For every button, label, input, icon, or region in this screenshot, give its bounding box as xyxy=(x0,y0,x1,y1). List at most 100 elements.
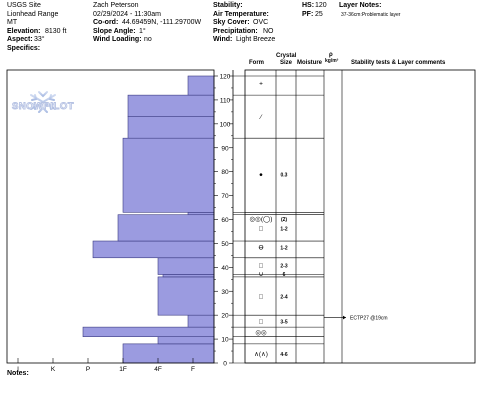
y-tick-label-80: 80 xyxy=(221,169,229,176)
crystal-header: Crystal xyxy=(276,53,297,59)
specifics-label: Specifics: xyxy=(7,44,41,52)
observer-name: Zach Peterson xyxy=(93,2,139,9)
y-tick-label-60: 60 xyxy=(221,217,229,224)
grain-size-2: 0.3 xyxy=(281,173,288,179)
hs-label: HS: xyxy=(302,2,315,9)
hardness-bar-6 xyxy=(157,257,215,275)
coord-label: Co-ord: xyxy=(93,19,119,26)
y-tick-label-110: 110 xyxy=(220,97,231,104)
grain-size-7: 6 xyxy=(283,272,286,278)
hardness-bar-2 xyxy=(82,326,215,337)
grain-size-9: 3-5 xyxy=(280,320,287,326)
y-tick-label-10: 10 xyxy=(221,337,229,344)
hardness-bar-12 xyxy=(127,94,215,117)
arrow-icon xyxy=(343,315,346,320)
wind-value: Light Breeze xyxy=(236,36,276,43)
coord-value: 44.69459N, -111.29700W xyxy=(122,19,202,26)
y-tick-label-90: 90 xyxy=(221,145,229,152)
hardness-bar-0 xyxy=(122,343,215,364)
y-tick-label-120: 120 xyxy=(220,74,231,81)
grain-size-8: 2-4 xyxy=(280,295,287,301)
air-temp-label: Air Temperature: xyxy=(213,10,269,18)
y-tick-label-70: 70 xyxy=(221,193,229,200)
grain-form-2: ● xyxy=(259,172,263,179)
observation-datetime: 02/29/2024 - 11:30am xyxy=(93,10,161,18)
y-tick-label-20: 20 xyxy=(221,313,229,320)
site-state: MT xyxy=(7,19,18,26)
hardness-bar-10 xyxy=(122,137,215,213)
hardness-bar-9 xyxy=(187,212,215,216)
hardness-tick-label-4F: 4F xyxy=(154,366,162,373)
hardness-tick-label-P: P xyxy=(86,366,90,373)
test-result-0: ECTP27 @19cm xyxy=(350,315,388,321)
hardness-bar-3 xyxy=(187,314,215,328)
sky-cover-value: OVC xyxy=(253,19,269,26)
grain-form-6: □ xyxy=(259,262,263,269)
grain-size-3: (2) xyxy=(281,217,287,223)
hardness-axis: I K P 1F 4F F xyxy=(17,358,195,373)
grain-form-0: + xyxy=(259,81,263,88)
grain-size-5: 1-2 xyxy=(280,246,287,252)
hardness-bar-8 xyxy=(117,214,215,242)
hardness-bar-7 xyxy=(92,240,215,259)
hardness-tick-label-F: F xyxy=(191,366,195,373)
layer-rows: +⁄● 0.3◎◎(◯) (2)□ 1-2ϴ 1-2□ 2-3∪ 6□ 2-4□ 3-5◎◎∧(… xyxy=(250,81,288,358)
hardness-bar-4 xyxy=(157,276,215,316)
grain-form-10: ◎◎ xyxy=(255,329,267,336)
grain-form-3: ◎◎(◯) xyxy=(250,215,273,223)
notes-label: Notes: xyxy=(7,370,29,377)
hardness-bar-5 xyxy=(162,274,215,278)
grain-form-4: □ xyxy=(259,225,263,232)
grain-size-4: 1-2 xyxy=(280,226,287,232)
snowflake-icon xyxy=(30,87,56,117)
sky-cover-label: Sky Cover: xyxy=(213,19,250,26)
grain-form-5: ϴ xyxy=(258,245,263,252)
y-tick-label-0: 0 xyxy=(223,361,227,368)
hardness-bar-1 xyxy=(157,336,215,345)
layer-boundary-lines xyxy=(233,75,324,364)
hardness-bar-13 xyxy=(187,75,215,96)
layer-notes-label: Layer Notes: xyxy=(339,2,382,9)
elevation-label: Elevation: xyxy=(7,27,41,35)
slope-label: Slope Angle: xyxy=(93,27,136,35)
hardness-tick-label-K: K xyxy=(51,366,56,373)
pf-value: 25 xyxy=(315,10,323,18)
hardness-bar-11 xyxy=(127,116,215,139)
layer-table-frame xyxy=(244,69,476,364)
snowpilot-watermark: SNOWPILOT xyxy=(12,87,74,117)
watermark-text: SNOWPILOT xyxy=(12,101,74,112)
hardness-tick-label-I: I xyxy=(17,366,19,373)
rho-header: ρ xyxy=(329,52,333,58)
precip-label: Precipitation: xyxy=(213,27,258,35)
stability-test-results: ECTP27 @19cm xyxy=(324,315,388,321)
grain-size-6: 2-3 xyxy=(280,263,287,269)
y-axis: 0 10 20 30 40 50 60 70 80 90 100 110 120 xyxy=(214,74,233,368)
pf-label: PF: xyxy=(302,10,314,18)
moisture-header: Moisture xyxy=(297,60,323,66)
y-tick-label-40: 40 xyxy=(221,265,229,272)
y-tick-label-100: 100 xyxy=(220,121,231,128)
wind-loading-label: Wind Loading: xyxy=(93,36,142,43)
site-name: USGS Site xyxy=(7,2,41,9)
site-range: Lionhead Range xyxy=(7,10,59,18)
stability-label: Stability: xyxy=(213,2,243,9)
hardness-bars xyxy=(82,75,215,364)
precip-value: NO xyxy=(263,27,274,35)
size-header: Size xyxy=(280,60,293,66)
y-tick-label-50: 50 xyxy=(221,241,229,248)
grain-form-9: □ xyxy=(259,319,263,326)
aspect-value: 33° xyxy=(34,36,45,43)
stability-comments-header: Stability tests & Layer comments xyxy=(351,60,446,66)
aspect-label: Aspect: xyxy=(7,36,33,43)
hardness-tick-label-1F: 1F xyxy=(119,366,127,373)
y-tick-label-30: 30 xyxy=(221,289,229,296)
elevation-value: 8130 ft xyxy=(45,27,67,35)
form-header: Form xyxy=(249,60,264,66)
wind-label: Wind: xyxy=(213,36,233,43)
grain-form-1: ⁄ xyxy=(258,114,262,121)
slope-value: 1° xyxy=(139,27,146,35)
layer-note: 37-36cm:Problematic layer xyxy=(341,12,401,18)
grain-form-8: □ xyxy=(259,294,263,301)
grain-form-11: ∧(∧) xyxy=(254,351,268,358)
